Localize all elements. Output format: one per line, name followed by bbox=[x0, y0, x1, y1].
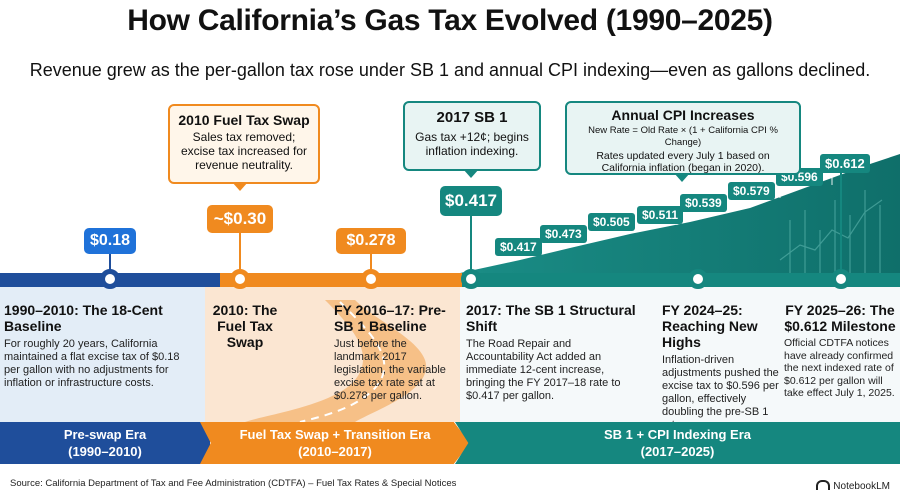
node-stem bbox=[370, 252, 372, 272]
section-2025: FY 2025–26: The $0.612 Milestone Officia… bbox=[784, 302, 896, 400]
callout-swap-title: 2010 Fuel Tax Swap bbox=[178, 112, 310, 128]
section-2010: 2010: The Fuel Tax Swap bbox=[205, 302, 285, 350]
callout-pointer bbox=[232, 182, 248, 191]
section-2017: 2017: The SB 1 Structural Shift The Road… bbox=[466, 302, 636, 403]
price-badge-1990: $0.18 bbox=[84, 228, 136, 254]
section-title: 2010: The Fuel Tax Swap bbox=[212, 302, 278, 350]
road-shape bbox=[245, 300, 427, 422]
timeline-node-2010 bbox=[230, 269, 250, 289]
trend-line bbox=[779, 199, 883, 261]
price-label-2020: $0.473 bbox=[540, 225, 587, 243]
timeline-node-1990 bbox=[100, 269, 120, 289]
section-title: FY 2016–17: Pre-SB 1 Baseline bbox=[334, 302, 446, 334]
node-stem bbox=[239, 232, 241, 272]
era-name: Pre-swap Era bbox=[63, 427, 147, 442]
section-body: For roughly 20 years, California maintai… bbox=[4, 338, 180, 389]
price-badge-2016: $0.278 bbox=[336, 228, 406, 254]
callout-pointer bbox=[463, 169, 479, 178]
brand-icon bbox=[816, 480, 831, 490]
node-stem bbox=[109, 252, 111, 272]
timeline-swap bbox=[220, 273, 480, 287]
price-label-2022: $0.511 bbox=[637, 206, 684, 224]
section-2016: FY 2016–17: Pre-SB 1 Baseline Just befor… bbox=[334, 302, 452, 403]
timeline-sb1 bbox=[462, 273, 900, 287]
preswap-era-background bbox=[0, 286, 205, 422]
section-2024: FY 2024–25: Reaching New Highs Inflation… bbox=[662, 302, 782, 432]
section-title: FY 2024–25: Reaching New Highs bbox=[662, 302, 758, 350]
sb1-era-background bbox=[460, 286, 900, 422]
era-years: (1990–2010) bbox=[68, 444, 142, 459]
price-label-2023: $0.539 bbox=[680, 194, 727, 212]
timeline-node-2024 bbox=[688, 269, 708, 289]
callout-swap-body: Sales tax removed; excise tax increased … bbox=[180, 130, 308, 172]
brand-mark: NotebookLM bbox=[816, 480, 890, 492]
price-label-2024a: $0.579 bbox=[728, 182, 775, 200]
price-badge-2010: ~$0.30 bbox=[207, 205, 273, 233]
price-badge-2017: $0.417 bbox=[440, 186, 502, 216]
era-years: (2017–2025) bbox=[640, 444, 715, 459]
callout-fuel-tax-swap: 2010 Fuel Tax Swap Sales tax removed; ex… bbox=[168, 104, 320, 184]
era-bar-sb1: SB 1 + CPI Indexing Era (2017–2025) bbox=[455, 422, 900, 464]
source-note: Source: California Department of Tax and… bbox=[10, 478, 457, 489]
callout-pointer bbox=[674, 173, 690, 182]
era-years: (2010–2017) bbox=[298, 444, 372, 459]
section-title: 1990–2010: The 18-Cent Baseline bbox=[4, 302, 163, 334]
era-bar-swap: Fuel Tax Swap + Transition Era (2010–201… bbox=[200, 422, 470, 464]
road-graphic bbox=[245, 300, 427, 422]
section-1990-2010: 1990–2010: The 18-Cent Baseline For roug… bbox=[4, 302, 194, 390]
callout-cpi: Annual CPI Increases New Rate = Old Rate… bbox=[565, 101, 801, 175]
timeline-node-2016 bbox=[361, 269, 381, 289]
section-title: FY 2025–26: The $0.612 Milestone bbox=[784, 302, 896, 334]
page-subtitle: Revenue grew as the per-gallon tax rose … bbox=[29, 60, 871, 80]
callout-sb1-title: 2017 SB 1 bbox=[436, 109, 508, 126]
section-body: Official CDTFA notices have already conf… bbox=[784, 337, 895, 399]
timeline-node-2017 bbox=[461, 269, 481, 289]
section-title: 2017: The SB 1 Structural Shift bbox=[466, 302, 636, 334]
section-body: Inflation-driven adjustments pushed the … bbox=[662, 354, 779, 431]
era-name: SB 1 + CPI Indexing Era bbox=[603, 427, 752, 442]
section-body: Just before the landmark 2017 legislatio… bbox=[334, 338, 446, 402]
price-label-2025: $0.612 bbox=[820, 154, 870, 173]
price-label-2021: $0.505 bbox=[588, 213, 635, 231]
price-label-2017: $0.417 bbox=[495, 238, 542, 256]
timeline-node-2025 bbox=[831, 269, 851, 289]
callout-cpi-formula: New Rate = Old Rate × (1 + California CP… bbox=[588, 125, 778, 148]
road-lane bbox=[299, 301, 386, 422]
node-stem bbox=[840, 172, 842, 272]
callout-cpi-title: Annual CPI Increases bbox=[611, 107, 755, 123]
callout-cpi-body: Rates updated every July 1 based on Cali… bbox=[596, 150, 770, 174]
era-bar-preswap: Pre-swap Era (1990–2010) bbox=[0, 422, 210, 464]
section-body: The Road Repair and Accountability Act a… bbox=[466, 338, 621, 402]
callout-sb1: 2017 SB 1 Gas tax +12¢; begins inflation… bbox=[403, 101, 541, 171]
page-title: How California’s Gas Tax Evolved (1990–2… bbox=[127, 4, 773, 37]
brand-label: NotebookLM bbox=[833, 481, 890, 492]
era-name: Fuel Tax Swap + Transition Era bbox=[239, 427, 431, 442]
node-stem bbox=[470, 214, 472, 272]
callout-sb1-body: Gas tax +12¢; begins inflation indexing. bbox=[415, 130, 529, 158]
